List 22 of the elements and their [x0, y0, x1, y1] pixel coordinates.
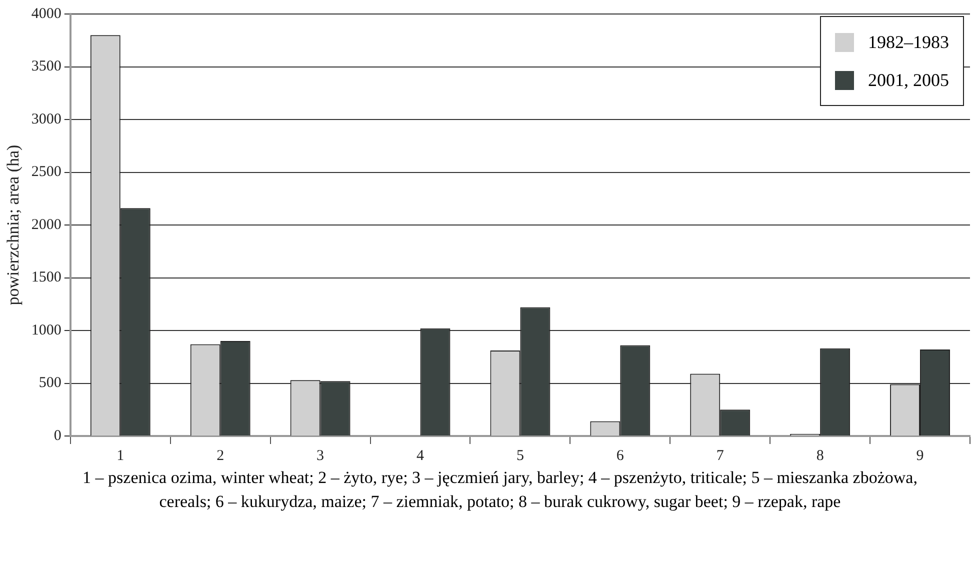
y-tick-label: 2500	[31, 164, 62, 180]
x-tick-label: 2	[216, 448, 224, 464]
legend-label: 1982–1983	[868, 32, 949, 52]
y-tick-label: 3000	[31, 111, 62, 128]
y-tick-label: 0	[54, 428, 62, 444]
x-tick-label: 8	[816, 448, 824, 464]
x-tick-label: 3	[316, 448, 324, 464]
x-tick-label: 1	[116, 448, 124, 464]
y-tick-label: 3500	[31, 58, 62, 75]
y-tick-label: 1000	[31, 322, 62, 338]
y-tick-label: 4000	[31, 6, 62, 22]
x-tick-label: 4	[416, 448, 424, 464]
x-tick-label: 6	[616, 448, 624, 464]
x-tick-label: 9	[916, 448, 924, 464]
y-tick-label: 2000	[31, 216, 62, 233]
y-axis-title: powierzchnia; area (ha)	[4, 144, 23, 306]
y-tick-label: 500	[38, 375, 62, 392]
x-tick-label: 5	[516, 448, 524, 464]
x-tick-label: 7	[716, 448, 724, 464]
x-axis-title: 1 – pszenica ozima, winter wheat; 2 – żyto, rye; 3 – jęczmień jary, barley; 4 – pszenżyto, triticale; 5 – mieszanka zbożowa, cereals; 6 – kukurydza, maize; 7 – ziemniak, potato; 8 – burak cukrowy, sugar beet; 9 – rzepak, rape	[82, 467, 918, 513]
legend-label: 2001, 2005	[868, 70, 949, 90]
y-tick-label: 1500	[31, 270, 62, 286]
